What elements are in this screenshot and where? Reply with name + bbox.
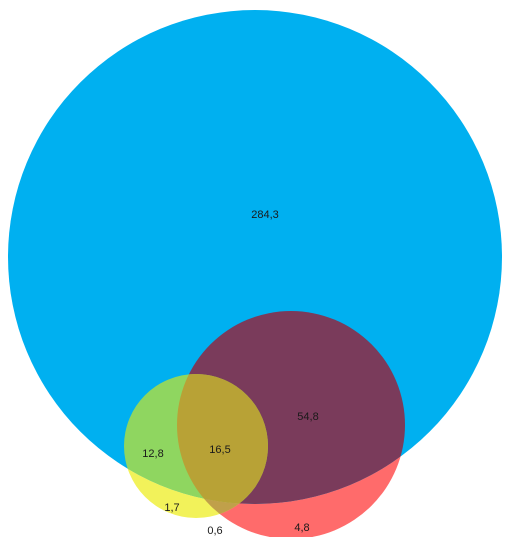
label-small-outside: 1,7 [164, 502, 179, 514]
label-small-in-large: 12,8 [142, 448, 163, 460]
label-small-medium-in-large: 16,5 [209, 444, 230, 456]
label-medium-outside: 4,8 [294, 522, 309, 534]
label-large-only: 284,3 [251, 209, 279, 221]
small-medium-overlap-inside-region [177, 374, 268, 504]
label-medium-in-large: 54,8 [297, 411, 318, 423]
label-small-medium-outside: 0,6 [207, 525, 222, 537]
